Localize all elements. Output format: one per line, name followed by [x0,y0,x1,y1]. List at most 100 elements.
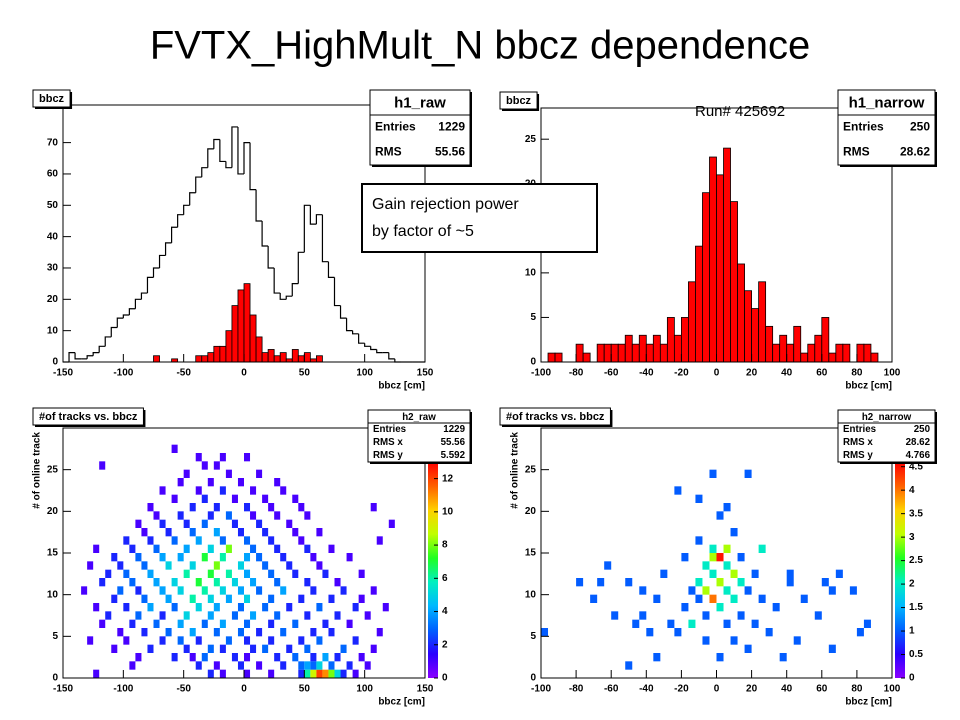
heatmap-cell [225,594,232,603]
histogram-step [189,192,196,206]
x-tick-label: -20 [674,684,689,695]
heatmap-cell [286,519,293,528]
x-tick-label: 0 [241,684,247,695]
heatmap-cell [93,603,100,612]
x-axis-label: bbcz [cm] [378,381,425,392]
heatmap-cell [123,603,130,612]
heatmap-cell [653,653,661,662]
heatmap-cell [310,669,317,678]
heatmap-cell [653,594,661,603]
heatmap-cell [99,578,106,587]
x-tick-label: -20 [674,368,689,379]
stats-label: RMS x [843,437,873,448]
heatmap-cell [213,561,220,570]
heatmap-cell [213,578,220,587]
histogram-bar [207,352,215,363]
heatmap-cell [388,519,395,528]
heatmap-cell [141,561,148,570]
heatmap-cell [177,619,184,628]
stats-box [837,409,936,463]
heatmap-cell [286,561,293,570]
x-axis-label: bbcz [cm] [845,381,892,392]
histogram-step [364,343,371,347]
y-tick-label: 40 [47,231,59,242]
heatmap-cell [195,578,202,587]
heatmap-cell [370,644,377,653]
heatmap-cell [730,569,738,578]
heatmap-cell [793,636,801,645]
heatmap-cell [280,553,287,562]
heatmap-cell [93,669,100,678]
histogram-bar [237,289,245,363]
histogram-step [92,351,100,356]
heatmap-cell [280,486,287,495]
heatmap-cell [123,636,130,645]
heatmap-cell [256,661,263,670]
histogram-step [243,142,251,174]
heatmap-cell [165,561,172,570]
heatmap-cell [328,669,335,678]
heatmap-cell [310,553,317,562]
chart-title: #of tracks vs. bbcz [39,411,138,423]
stats-value: 250 [914,424,931,435]
histogram-bar [835,343,844,363]
heatmap-cell [674,486,682,495]
histogram-step [213,138,220,149]
histogram-step [201,167,208,178]
chart-title: #of tracks vs. bbcz [506,411,605,423]
heatmap-cell [723,544,731,553]
heatmap-cell [274,478,281,487]
heatmap-cell [744,644,752,653]
x-tick-label: -100 [531,684,551,695]
histogram-bar [297,355,305,363]
heatmap-cell [695,494,703,503]
heatmap-cell [364,661,371,670]
heatmap-cell [382,603,389,612]
heatmap-cell [835,569,843,578]
heatmap-cell [667,619,675,628]
histogram-step [352,330,359,335]
stats-label: Entries [373,424,407,435]
x-tick-label: 150 [417,684,434,695]
heatmap-cell [129,544,136,553]
histogram-step [116,317,124,328]
title-box [499,407,611,426]
heatmap-cell [171,536,178,545]
heatmap-cell [87,561,94,570]
y-tick-label: 20 [525,506,537,517]
heatmap-cell [340,669,347,678]
histogram-step [134,298,142,309]
heatmap-cell [189,653,196,662]
heatmap-cell [262,494,269,503]
heatmap-cell [262,561,269,570]
heatmap-cell [702,611,710,620]
histogram-step [231,126,238,168]
stats-label: Entries [375,120,416,134]
heatmap-cell [346,619,353,628]
histogram-bar [273,355,281,363]
histogram-step [110,326,118,337]
heatmap-cell [730,594,738,603]
heatmap-cell [135,519,142,528]
heatmap-cell [256,553,263,562]
heatmap-cell [153,511,160,520]
heatmap-cell [304,578,311,587]
heatmap-cell [702,586,710,595]
stats-value: 250 [910,120,930,134]
histogram-bar [303,352,311,363]
heatmap-cell [304,511,311,520]
z-tick-label: 3 [909,532,915,543]
heatmap-cell [322,619,329,628]
histogram-step [249,142,257,191]
heatmap-cell [129,578,136,587]
histogram-bar [652,334,661,363]
heatmap-cell [322,669,329,678]
stats-label: Entries [843,120,884,134]
heatmap-cell [370,586,377,595]
heatmap-cell [183,569,190,578]
heatmap-cell [625,661,633,670]
y-tick-label: 0 [530,673,536,684]
heatmap-cell [744,586,752,595]
heatmap-cell [304,544,311,553]
heatmap-cell [177,478,184,487]
